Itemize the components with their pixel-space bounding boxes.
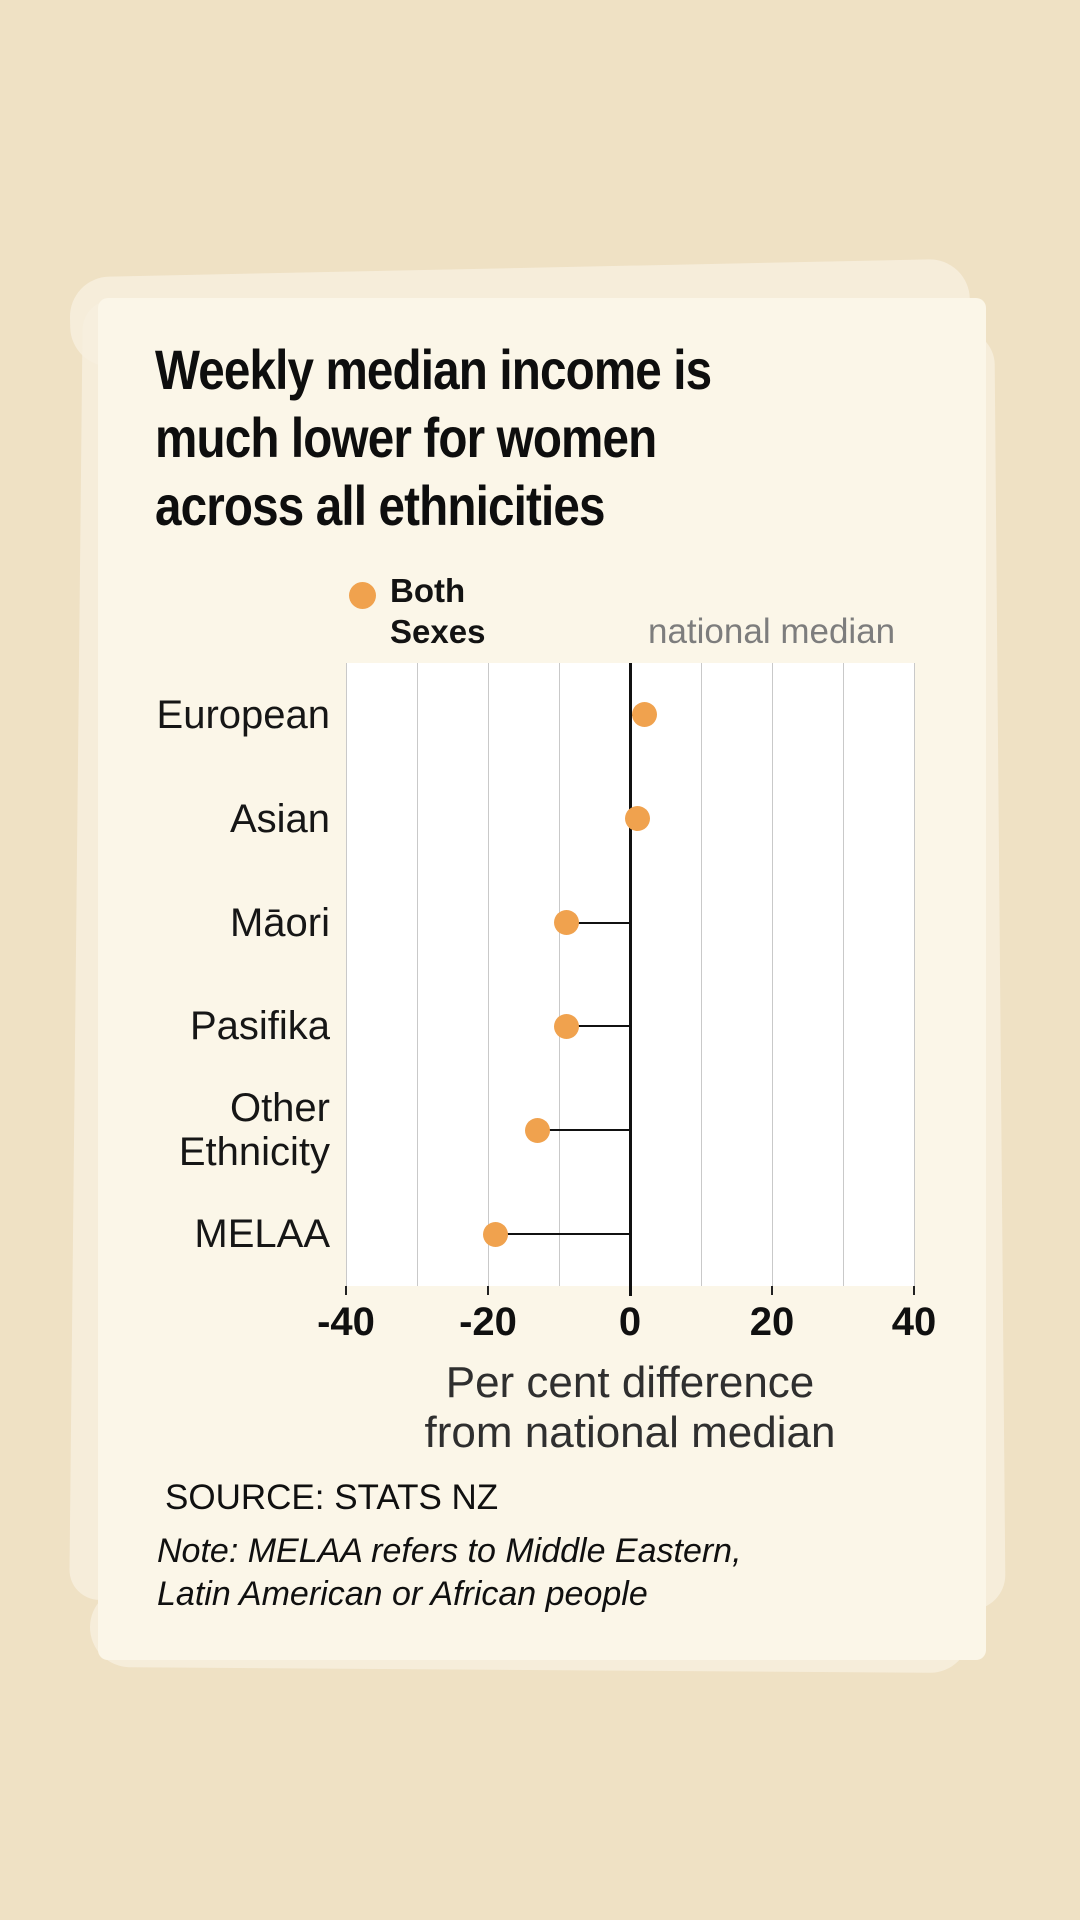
x-tick-label-40: 40 <box>891 1300 937 1344</box>
x-tick-label-20: 20 <box>749 1300 795 1344</box>
legend-dot-icon <box>349 582 376 609</box>
category-label-european: European <box>156 692 330 737</box>
dot-maori <box>553 910 579 936</box>
category-label-melaa: MELAA <box>194 1212 330 1257</box>
gridline-40 <box>913 663 915 1286</box>
x-tick-label--40: -40 <box>317 1300 375 1344</box>
gridline--40 <box>345 663 347 1286</box>
x-tick--20 <box>487 1286 489 1295</box>
gridline-30 <box>842 663 844 1286</box>
x-tick-label-0: 0 <box>618 1300 642 1344</box>
category-label-maori: Māori <box>229 900 330 945</box>
dot-pasifika <box>553 1013 579 1039</box>
gridline--20 <box>487 663 489 1286</box>
footnote: Note: MELAA refers to Middle Eastern, La… <box>157 1532 742 1613</box>
x-tick--40 <box>345 1286 347 1295</box>
category-label-pasifika: Pasifika <box>189 1004 330 1049</box>
page-title: Weekly median income is much lower for w… <box>155 338 712 537</box>
source-credit: SOURCE: STATS NZ <box>165 1478 499 1517</box>
gridline-20 <box>771 663 773 1286</box>
dot-european <box>631 702 657 728</box>
connector-melaa <box>495 1233 630 1236</box>
national-median-annotation: national median <box>648 612 896 651</box>
dot-melaa <box>482 1221 508 1247</box>
category-label-asian: Asian <box>229 796 330 841</box>
legend-series-label: Both Sexes <box>390 572 486 650</box>
gridline--10 <box>558 663 560 1286</box>
dot-asian <box>624 806 650 832</box>
zero-axis-line <box>628 663 632 1296</box>
category-label-other-ethnicity: Other Ethnicity <box>178 1086 330 1175</box>
x-tick-20 <box>771 1286 773 1295</box>
connector-pasifika <box>566 1025 630 1028</box>
connector-other-ethnicity <box>537 1129 630 1132</box>
x-axis-title: Per cent difference from national median <box>424 1358 836 1457</box>
gridline-10 <box>700 663 702 1286</box>
gridline--30 <box>416 663 418 1286</box>
plot-area <box>345 663 915 1296</box>
connector-maori <box>566 921 630 924</box>
x-tick-label--20: -20 <box>459 1300 517 1344</box>
dot-other-ethnicity <box>525 1117 551 1143</box>
x-tick-40 <box>913 1286 915 1295</box>
